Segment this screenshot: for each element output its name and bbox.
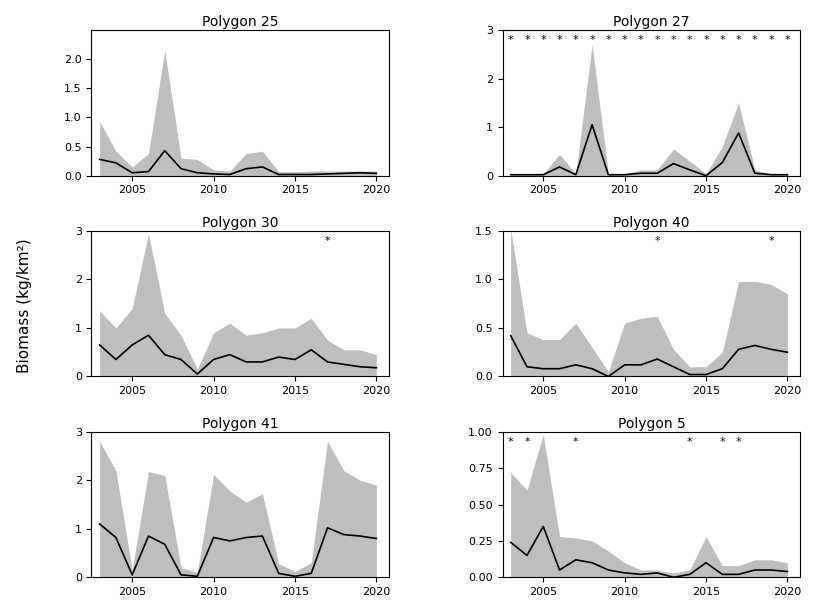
Text: *: * <box>752 35 757 45</box>
Title: Polygon 40: Polygon 40 <box>614 216 690 230</box>
Text: *: * <box>703 35 709 45</box>
Text: *: * <box>687 437 693 447</box>
Title: Polygon 41: Polygon 41 <box>202 417 279 431</box>
Text: Biomass (kg/km²): Biomass (kg/km²) <box>17 239 32 373</box>
Text: *: * <box>720 35 725 45</box>
Text: *: * <box>573 437 578 447</box>
Text: *: * <box>736 35 741 45</box>
Title: Polygon 5: Polygon 5 <box>618 417 685 431</box>
Text: *: * <box>589 35 595 45</box>
Text: *: * <box>573 35 578 45</box>
Text: *: * <box>720 437 725 447</box>
Text: *: * <box>324 236 330 246</box>
Text: *: * <box>508 437 514 447</box>
Text: *: * <box>687 35 693 45</box>
Title: Polygon 25: Polygon 25 <box>202 15 279 29</box>
Text: *: * <box>768 35 774 45</box>
Text: *: * <box>556 35 562 45</box>
Text: *: * <box>525 35 529 45</box>
Text: *: * <box>525 437 529 447</box>
Text: *: * <box>541 35 546 45</box>
Text: *: * <box>508 35 514 45</box>
Text: *: * <box>622 35 627 45</box>
Text: *: * <box>605 35 611 45</box>
Title: Polygon 30: Polygon 30 <box>202 216 279 230</box>
Text: *: * <box>654 35 660 45</box>
Text: *: * <box>784 35 790 45</box>
Text: *: * <box>736 437 741 447</box>
Text: *: * <box>671 35 676 45</box>
Text: *: * <box>768 236 774 246</box>
Title: Polygon 27: Polygon 27 <box>614 15 690 29</box>
Text: *: * <box>654 236 660 246</box>
Text: *: * <box>638 35 644 45</box>
